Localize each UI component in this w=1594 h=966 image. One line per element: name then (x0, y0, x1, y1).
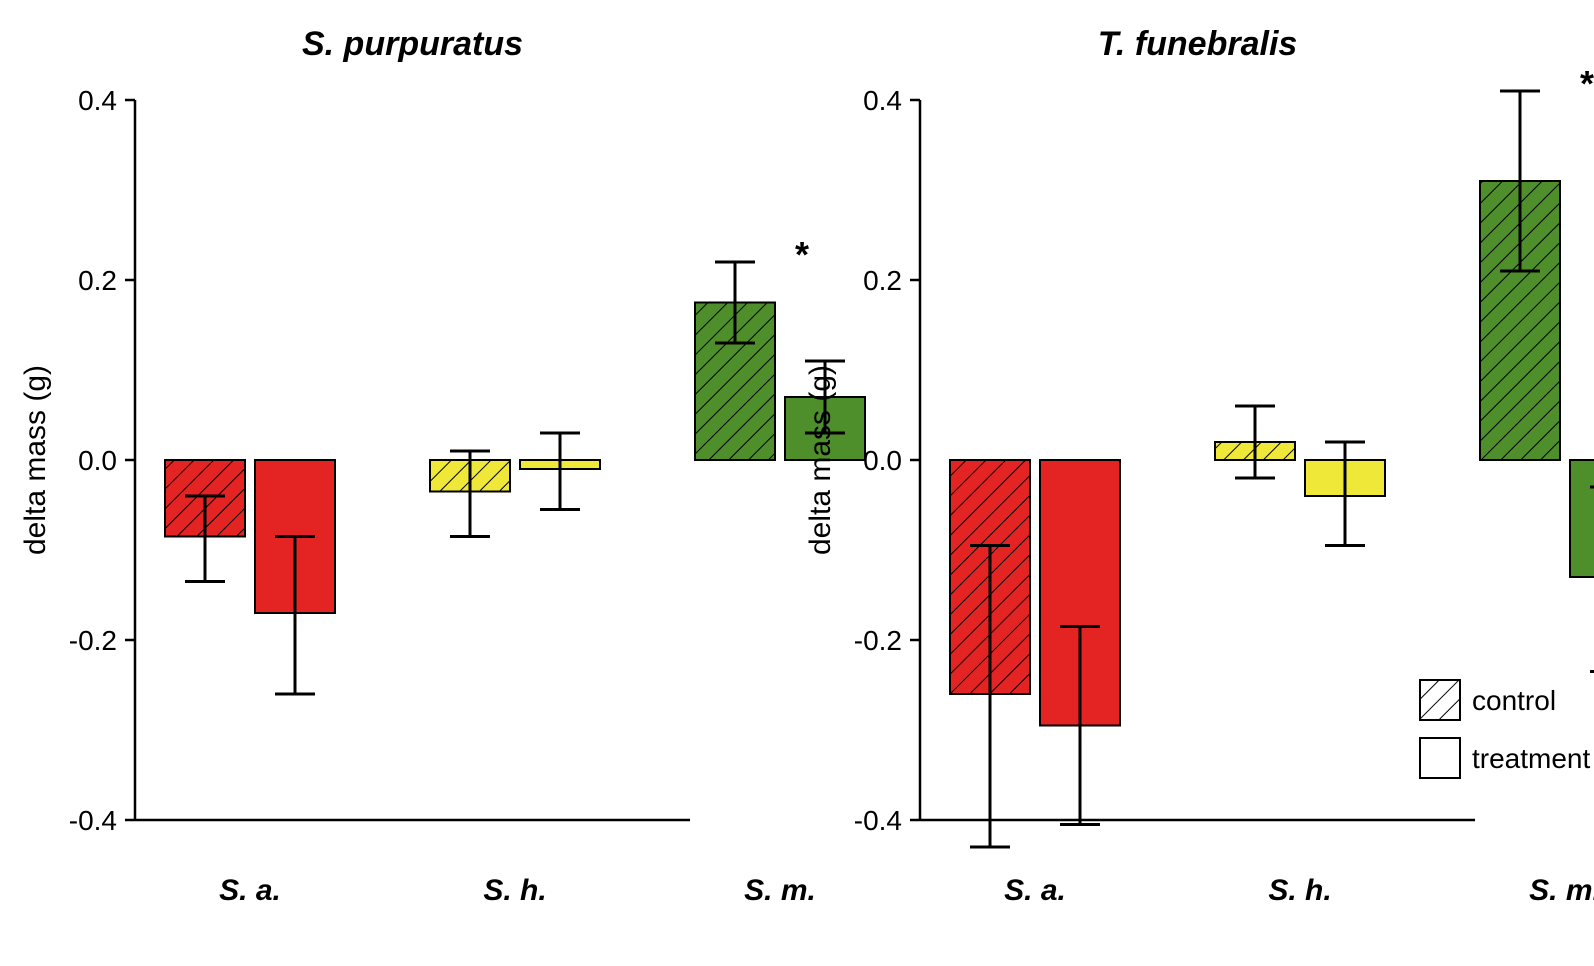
legend-swatch (1420, 738, 1460, 778)
y-tick-label: -0.2 (854, 625, 902, 656)
category-label: S. a. (1004, 874, 1066, 907)
category-label: S. h. (483, 874, 546, 907)
significance-marker: * (795, 234, 809, 275)
legend-swatch (1420, 680, 1460, 720)
panel-title: T. funebralis (1098, 25, 1298, 63)
category-label: S. m. (1529, 874, 1594, 907)
y-tick-label: 0.4 (78, 85, 117, 116)
y-tick-label: 0.4 (863, 85, 902, 116)
y-tick-label: 0.0 (78, 445, 117, 476)
category-label: S. a. (219, 874, 281, 907)
bar (1570, 460, 1594, 577)
y-tick-label: -0.4 (854, 805, 902, 836)
y-tick-label: -0.4 (69, 805, 117, 836)
y-tick-label: 0.2 (863, 265, 902, 296)
y-tick-label: 0.2 (78, 265, 117, 296)
panel-title: S. purpuratus (302, 25, 523, 63)
legend-label: control (1472, 685, 1556, 716)
y-tick-label: 0.0 (863, 445, 902, 476)
legend-label: treatment (1472, 743, 1590, 774)
significance-marker: * (1580, 63, 1594, 104)
chart-svg: S. purpuratus -0.4 -0.2 0.0 0.2 0.4 delta mass… (0, 0, 1594, 966)
y-axis-label: delta mass (g) (19, 365, 52, 555)
category-label: S. h. (1268, 874, 1331, 907)
y-tick-label: -0.2 (69, 625, 117, 656)
category-label: S. m. (744, 874, 816, 907)
y-axis-label: delta mass (g) (804, 365, 837, 555)
figure-container: S. purpuratus -0.4 -0.2 0.0 0.2 0.4 delta mass… (0, 0, 1594, 966)
